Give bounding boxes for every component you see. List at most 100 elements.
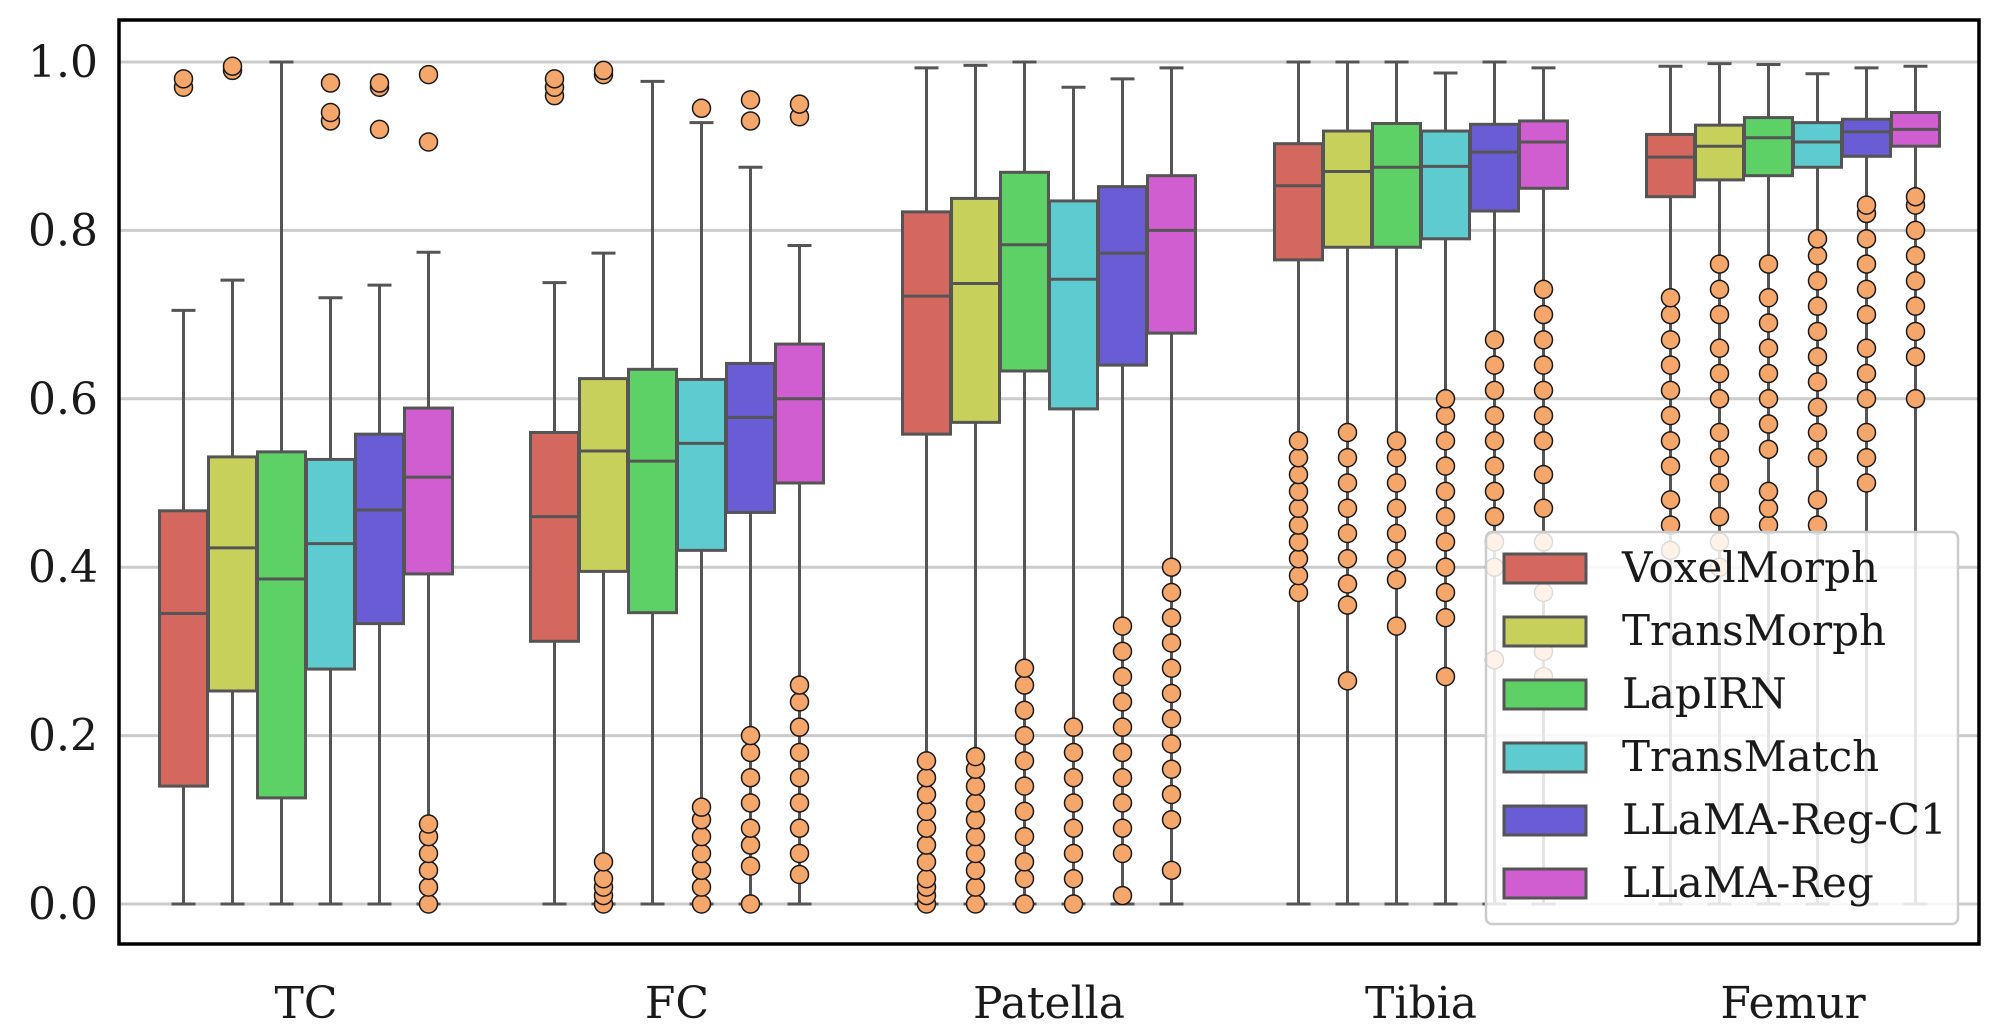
- box-body: [774, 342, 825, 485]
- outlier-point: [1905, 245, 1926, 266]
- outlier-point: [916, 801, 937, 822]
- outlier-point: [1288, 549, 1309, 569]
- outlier-point: [1807, 397, 1828, 417]
- outlier-point: [1288, 582, 1309, 603]
- box-Tibia-LapIRN: [1371, 60, 1422, 906]
- outlier-point: [1288, 464, 1309, 485]
- box-FC-TransMatch: [676, 98, 727, 914]
- box-FC-LapIRN: [627, 79, 678, 906]
- x-tick-label: Femur: [1720, 978, 1866, 1029]
- outlier-point: [1856, 338, 1877, 359]
- outlier-point: [1161, 658, 1182, 678]
- outlier-point: [1807, 490, 1828, 510]
- box-body: [725, 361, 776, 514]
- outlier-point: [1288, 481, 1309, 502]
- outlier-point: [916, 835, 937, 855]
- outlier-point: [1709, 363, 1730, 384]
- outlier-point: [789, 692, 810, 712]
- legend-swatch: [1502, 678, 1588, 711]
- outlier-point: [740, 725, 761, 746]
- outlier-point: [1856, 229, 1877, 249]
- outlier-point: [1063, 818, 1084, 838]
- outlier-point: [1856, 389, 1877, 409]
- outlier-point: [1807, 346, 1828, 367]
- outlier-point: [1161, 633, 1182, 653]
- box-body: [158, 509, 209, 788]
- outlier-point: [1807, 296, 1828, 316]
- outlier-point: [1014, 852, 1035, 872]
- box-TC-VoxelMorph: [158, 69, 209, 906]
- outlier-point: [1660, 456, 1681, 476]
- outlier-point: [1758, 313, 1779, 333]
- outlier-point: [1014, 700, 1035, 721]
- box-body: [1146, 174, 1197, 335]
- outlier-point: [1337, 671, 1358, 691]
- outlier-point: [691, 877, 712, 897]
- outlier-point: [1063, 742, 1084, 763]
- outlier-point: [965, 826, 986, 847]
- outlier-point: [1484, 380, 1505, 401]
- legend-swatch: [1502, 867, 1588, 900]
- outlier-point: [1709, 506, 1730, 527]
- box-body: [1841, 117, 1892, 158]
- box-TC-LLaMA-Reg-C1: [354, 73, 405, 906]
- outlier-point: [1807, 372, 1828, 392]
- box-body: [1420, 129, 1471, 241]
- outlier-point: [1337, 574, 1358, 594]
- outlier-point: [1758, 254, 1779, 274]
- outlier-point: [1014, 725, 1035, 746]
- box-body: [999, 170, 1050, 373]
- outlier-point: [691, 894, 712, 914]
- outlier-point: [1435, 506, 1456, 527]
- outlier-point: [1856, 195, 1877, 215]
- outlier-point: [789, 818, 810, 838]
- outlier-point: [1435, 456, 1456, 476]
- box-Patella-TransMorph: [950, 63, 1001, 914]
- outlier-point: [1112, 616, 1133, 636]
- outlier-point: [740, 894, 761, 914]
- box-Patella-LLaMA-Reg: [1146, 66, 1197, 906]
- outlier-point: [1063, 717, 1084, 737]
- box-body: [578, 377, 629, 573]
- outlier-point: [1386, 523, 1407, 544]
- outlier-point: [1288, 515, 1309, 535]
- outlier-point: [1709, 473, 1730, 493]
- outlier-point: [1435, 557, 1456, 577]
- outlier-point: [1758, 498, 1779, 519]
- outlier-point: [1161, 557, 1182, 577]
- outlier-point: [418, 132, 439, 152]
- outlier-point: [1386, 498, 1407, 519]
- outlier-point: [1533, 464, 1554, 485]
- outlier-point: [1337, 523, 1358, 544]
- outlier-point: [1484, 456, 1505, 476]
- outlier-point: [740, 856, 761, 876]
- y-tick-label: 0.6: [28, 374, 98, 425]
- outlier-point: [1533, 304, 1554, 325]
- outlier-point: [1758, 439, 1779, 460]
- box-body: [207, 455, 258, 693]
- outlier-point: [965, 776, 986, 796]
- legend-label: LLaMA-Reg: [1622, 858, 1874, 907]
- outlier-point: [1709, 422, 1730, 443]
- outlier-point: [1533, 355, 1554, 375]
- outlier-point: [1063, 843, 1084, 864]
- outlier-point: [1014, 894, 1035, 914]
- y-tick-labels: 0.0 0.2 0.4 0.6 0.8 1.0: [28, 37, 98, 930]
- outlier-point: [1288, 498, 1309, 519]
- outlier-point: [965, 810, 986, 830]
- outlier-point: [691, 860, 712, 881]
- outlier-point: [1112, 692, 1133, 712]
- box-FC-LLaMA-Reg-C1: [725, 90, 776, 914]
- box-body: [529, 430, 580, 643]
- outlier-point: [593, 60, 614, 81]
- box-body: [1645, 132, 1696, 199]
- outlier-point: [789, 675, 810, 695]
- outlier-point: [1435, 666, 1456, 687]
- outlier-point: [1288, 565, 1309, 586]
- box-TC-LapIRN: [256, 60, 307, 906]
- outlier-point: [1807, 447, 1828, 468]
- outlier-point: [1161, 784, 1182, 805]
- outlier-point: [1161, 860, 1182, 881]
- legend-label: TransMatch: [1622, 732, 1879, 781]
- outlier-point: [1435, 607, 1456, 628]
